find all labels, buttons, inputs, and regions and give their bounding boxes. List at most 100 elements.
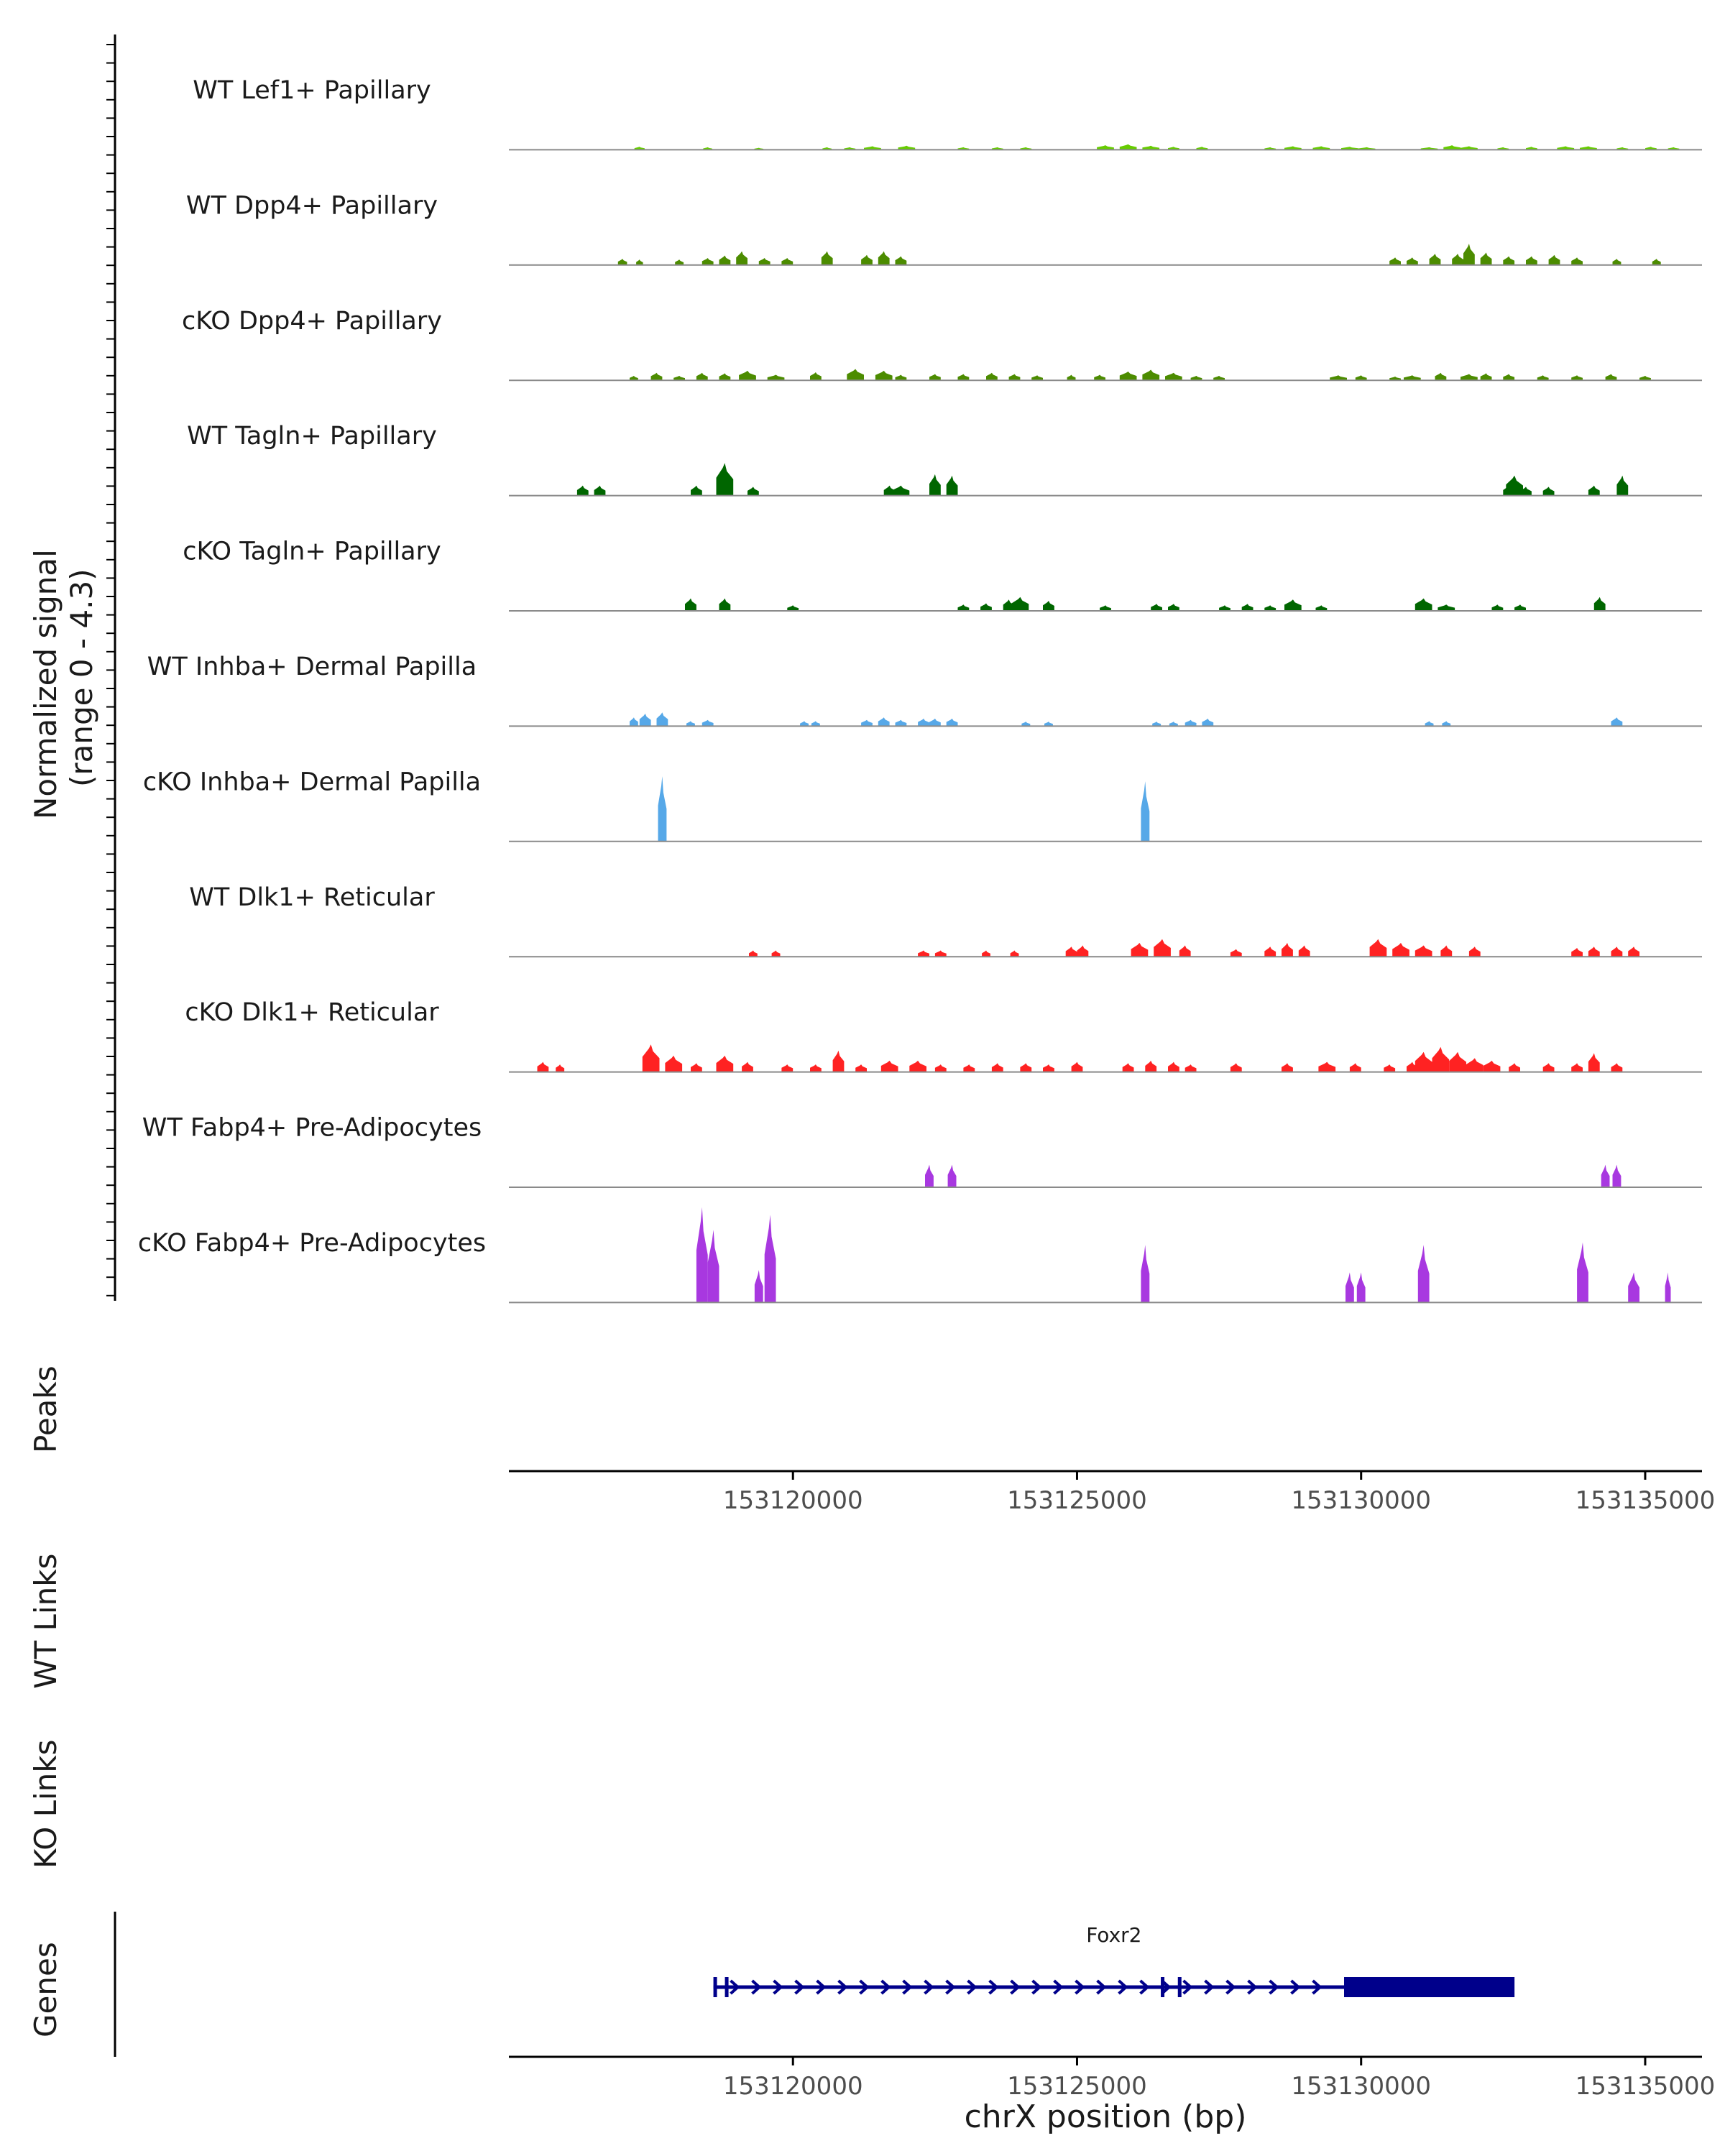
signal-peak — [811, 721, 820, 727]
signal-peak — [665, 1055, 683, 1072]
signal-peak — [1435, 372, 1447, 381]
track-label: WT Dlk1+ Reticular — [189, 883, 435, 912]
signal-peak — [883, 485, 896, 496]
signal-peak — [947, 1164, 957, 1187]
signal-peak — [1142, 145, 1160, 150]
signal-peak — [696, 1207, 708, 1303]
signal-peak — [925, 1164, 934, 1187]
signal-peak — [880, 1060, 898, 1072]
signal-peak — [1008, 374, 1021, 381]
signal-peak — [1184, 719, 1197, 727]
signal-peak — [1097, 145, 1114, 150]
strand-arrow — [1182, 1979, 1193, 1995]
signal-peak — [1312, 146, 1330, 150]
signal-peak — [1407, 257, 1418, 265]
signal-peak — [1588, 485, 1600, 496]
signal-peak — [934, 950, 947, 957]
signal-peak — [650, 372, 663, 381]
signal-peak — [1414, 1051, 1432, 1072]
signal-peak — [1356, 1272, 1366, 1303]
signal-peak — [1542, 487, 1555, 496]
signal-peak — [719, 255, 731, 265]
signal-peak — [1414, 945, 1432, 957]
signal-peak — [929, 718, 941, 727]
signal-peak — [1044, 722, 1053, 727]
signal-peak — [1542, 1063, 1555, 1072]
signal-peak — [707, 1230, 719, 1303]
signal-peak — [1184, 1064, 1197, 1072]
signal-peak — [1196, 147, 1208, 150]
signal-peak — [895, 374, 907, 381]
signal-peak — [1429, 254, 1441, 265]
signal-peak — [1284, 146, 1302, 150]
signal-peak — [1588, 946, 1600, 957]
signal-peak — [929, 474, 941, 496]
signal-peak — [1021, 722, 1031, 727]
signal-peak — [1230, 1063, 1242, 1072]
signal-peak — [957, 374, 970, 381]
signal-peak — [810, 1064, 822, 1072]
strand-arrow — [945, 1979, 956, 1995]
signal-peak — [1460, 374, 1478, 381]
signal-peak — [1514, 604, 1526, 611]
signal-peak — [1652, 259, 1661, 265]
signal-peak — [630, 717, 638, 727]
track-label: WT Inhba+ Dermal Papilla — [147, 653, 477, 681]
strand-arrow — [794, 1979, 805, 1995]
signal-peak — [1169, 722, 1178, 727]
gene-track: Foxr2 — [713, 1923, 1515, 1997]
signal-peak — [982, 950, 990, 957]
signal-peak — [895, 719, 907, 727]
signal-peak — [1417, 1245, 1430, 1303]
signal-peak — [1612, 259, 1622, 265]
strand-arrow — [924, 1979, 934, 1995]
signal-peak — [1601, 1164, 1610, 1187]
x-tick-label: 153130000 — [1291, 1486, 1431, 1515]
signal-peak — [1611, 1063, 1623, 1072]
signal-peak — [767, 374, 785, 381]
signal-peak — [630, 375, 638, 381]
signal-peak — [1202, 718, 1214, 727]
signal-peak — [1341, 147, 1358, 150]
signal-peak — [781, 1064, 794, 1072]
signal-peak — [1645, 147, 1657, 150]
strand-arrow — [859, 1979, 870, 1995]
track-5: cKO Tagln+ Papillary — [183, 538, 1702, 612]
signal-peak — [576, 485, 589, 496]
signal-peak — [895, 256, 907, 265]
signal-peak — [787, 605, 799, 611]
signal-peak — [1213, 375, 1225, 381]
x-tick-label: 153120000 — [723, 1486, 863, 1515]
peaks-x-axis: 153120000 153125000 153130000 153135000 — [723, 1471, 1715, 1515]
signal-peak — [1282, 1063, 1293, 1072]
signal-peak — [1264, 946, 1276, 957]
signal-peak — [739, 370, 756, 381]
track-8: WT Dlk1+ Reticular — [189, 883, 1702, 958]
signal-peak — [1639, 375, 1651, 381]
signal-peak — [1480, 373, 1492, 381]
signal-peak — [1298, 945, 1310, 957]
signal-peak — [1452, 254, 1463, 265]
signal-peak — [764, 1215, 776, 1303]
signal-peak — [1449, 1051, 1466, 1072]
strand-arrow — [967, 1979, 978, 1995]
signal-peak — [1466, 1058, 1484, 1072]
signal-peak — [1165, 372, 1182, 381]
signal-peak — [1330, 375, 1347, 381]
signal-peak — [1043, 601, 1054, 611]
signal-peak — [855, 1064, 867, 1072]
signal-peak — [1460, 146, 1478, 150]
signal-peak — [929, 374, 941, 381]
track-label: cKO Dlk1+ Reticular — [185, 998, 439, 1027]
signal-peak — [898, 145, 916, 150]
signal-peak — [1003, 599, 1015, 611]
gene-exon — [1177, 1977, 1182, 1997]
track-10: WT Fabp4+ Pre-Adipocytes — [142, 1114, 1702, 1188]
signal-peak — [1230, 949, 1242, 957]
signal-peak — [675, 259, 684, 265]
strand-arrow — [1031, 1979, 1042, 1995]
wt-links-panel-label: WT Links — [28, 1554, 63, 1689]
signal-peak — [909, 1060, 926, 1072]
signal-peak — [1414, 598, 1432, 611]
signal-peak — [1389, 257, 1401, 265]
